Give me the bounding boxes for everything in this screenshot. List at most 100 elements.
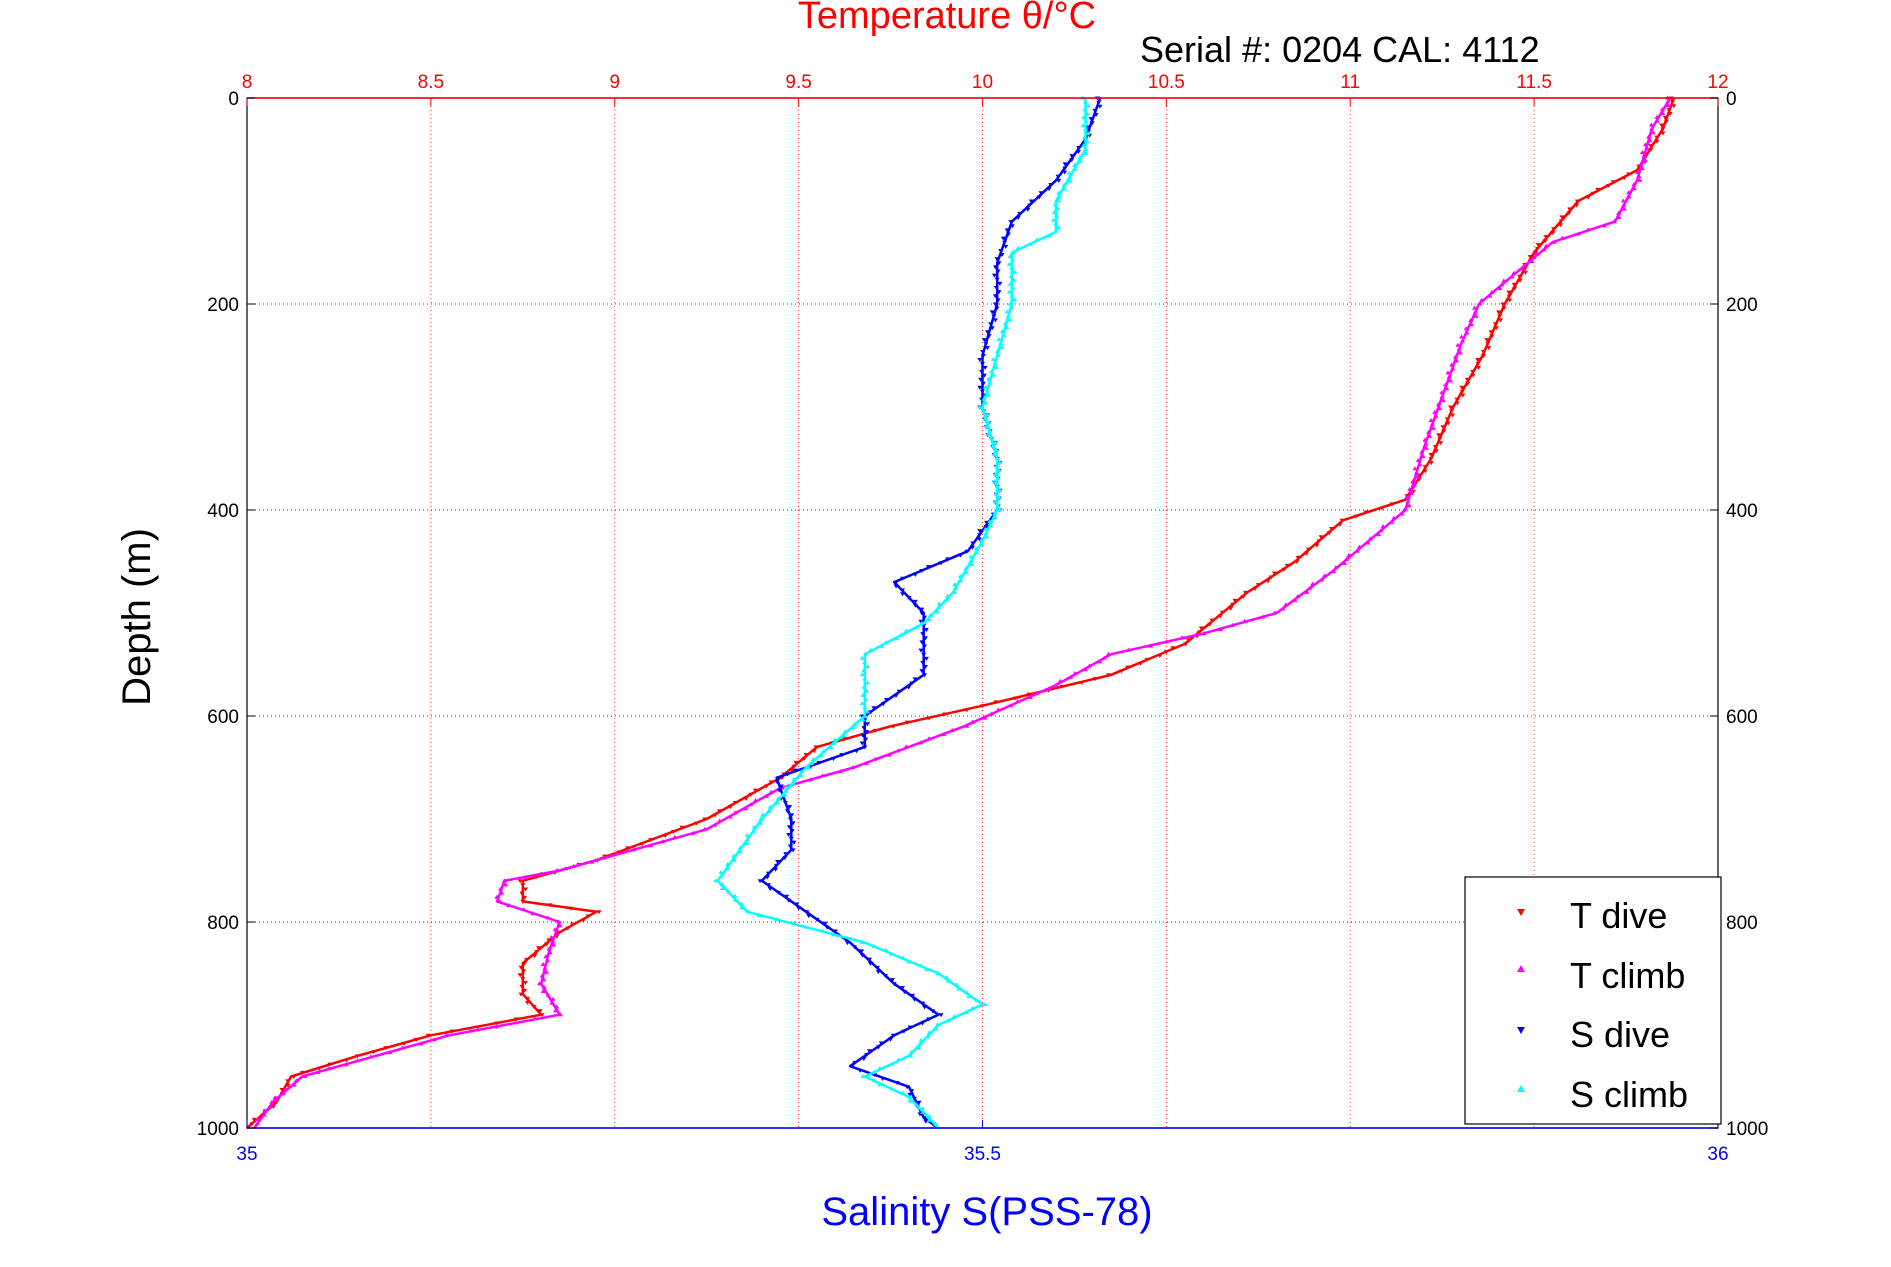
data-point	[613, 851, 619, 856]
data-point	[1080, 123, 1086, 128]
data-point	[1407, 486, 1413, 491]
data-point	[787, 844, 793, 849]
data-point	[1163, 650, 1169, 655]
data-point	[1558, 223, 1564, 228]
data-point	[765, 871, 771, 876]
data-point	[540, 989, 546, 994]
data-point	[819, 928, 825, 933]
data-point	[517, 973, 523, 978]
data-point	[969, 719, 975, 724]
serial-annotation: Serial #: 0204 CAL: 4112	[1140, 29, 1540, 70]
depth-tick-label-left: 600	[207, 707, 239, 728]
data-point	[994, 364, 1000, 369]
data-point	[585, 914, 591, 919]
data-point	[1006, 289, 1012, 294]
data-point	[906, 596, 912, 601]
data-point	[863, 697, 869, 702]
data-point	[916, 1045, 922, 1050]
axis-ticks: 8 8.5 9 9.5 10 10.5 11 11.5 12 35 35.5 36 0 0 200 200 40…	[197, 72, 1769, 1165]
data-point	[1082, 667, 1088, 672]
legend-item-t-climb: T climb	[1517, 955, 1685, 996]
data-point	[532, 1016, 538, 1021]
data-point	[1475, 361, 1481, 366]
data-point	[992, 265, 998, 270]
data-point	[1013, 696, 1019, 701]
data-point	[890, 1033, 896, 1038]
data-point	[1055, 174, 1061, 179]
data-point	[768, 789, 774, 794]
salinity-tick-label: 35.5	[964, 1144, 1001, 1165]
data-point	[522, 961, 528, 966]
data-point	[1665, 103, 1671, 108]
data-point	[994, 483, 1000, 488]
data-point	[1521, 262, 1527, 267]
data-point	[784, 894, 790, 899]
data-point	[991, 511, 997, 516]
data-point	[842, 737, 848, 742]
data-point	[1082, 135, 1088, 140]
data-point	[519, 984, 525, 989]
data-point	[1446, 374, 1452, 379]
data-point	[518, 965, 524, 970]
data-point	[725, 861, 731, 866]
data-point	[774, 800, 780, 805]
data-point	[1353, 514, 1359, 519]
data-point	[862, 713, 868, 718]
data-point	[862, 676, 868, 681]
data-point	[907, 1025, 913, 1030]
data-point	[1523, 270, 1529, 275]
data-point	[995, 353, 1001, 357]
data-point	[1484, 338, 1490, 343]
data-point	[1456, 346, 1462, 351]
data-point	[539, 973, 545, 978]
data-point	[982, 526, 988, 531]
data-point	[1260, 614, 1266, 619]
data-point	[1097, 659, 1103, 664]
data-point	[859, 714, 865, 719]
data-point	[550, 938, 556, 943]
data-point	[832, 929, 838, 934]
data-point	[1004, 228, 1010, 233]
data-point	[1363, 510, 1369, 515]
data-point	[732, 893, 738, 898]
data-point	[911, 1096, 917, 1101]
data-point	[986, 392, 992, 397]
data-point	[862, 659, 868, 664]
data-point	[570, 863, 576, 868]
data-point	[842, 729, 848, 734]
data-point	[992, 479, 998, 484]
data-point	[1459, 389, 1465, 394]
data-point	[1081, 143, 1087, 148]
data-point	[782, 792, 788, 797]
data-point	[923, 1119, 929, 1124]
data-point	[918, 740, 924, 745]
data-point	[994, 349, 1000, 354]
data-point	[1009, 265, 1015, 270]
data-point	[521, 907, 527, 912]
data-point	[1092, 677, 1098, 682]
data-point	[921, 652, 927, 657]
data-point	[1416, 473, 1422, 478]
data-point	[1660, 110, 1666, 115]
data-point	[909, 1089, 915, 1094]
data-point	[401, 1042, 407, 1047]
data-point	[1472, 309, 1478, 314]
data-point	[1412, 482, 1418, 487]
data-point	[787, 805, 793, 810]
data-point	[1470, 369, 1476, 374]
data-point	[936, 601, 942, 606]
data-point	[938, 561, 944, 566]
data-point	[1501, 278, 1507, 283]
data-point	[1433, 414, 1439, 419]
data-point	[1595, 187, 1601, 192]
data-point	[1001, 333, 1007, 338]
data-point	[783, 788, 789, 793]
data-point	[877, 1065, 883, 1070]
data-point	[523, 981, 529, 986]
data-point	[927, 613, 933, 618]
data-point	[978, 377, 984, 382]
data-point	[1303, 551, 1309, 556]
data-point	[1454, 401, 1460, 406]
data-point	[783, 784, 789, 789]
data-point	[1631, 182, 1637, 187]
